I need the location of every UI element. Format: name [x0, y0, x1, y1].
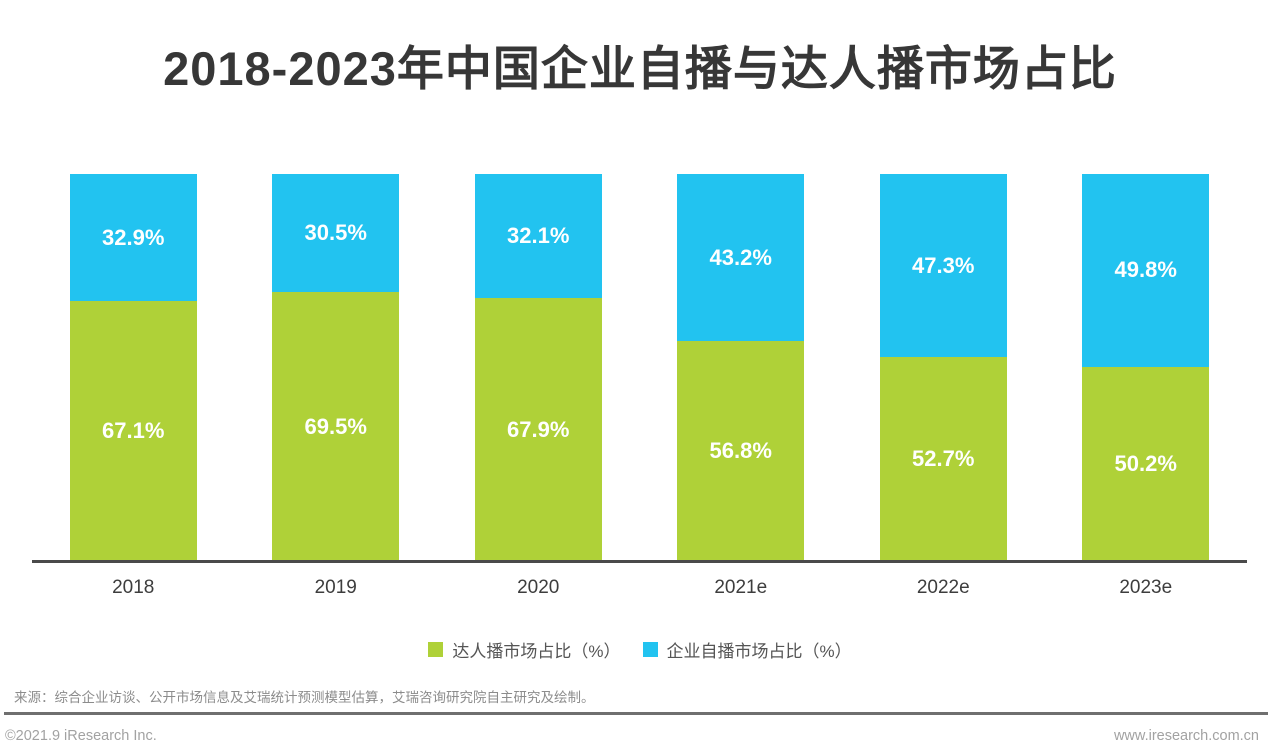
- chart-title: 2018-2023年中国企业自播与达人播市场占比: [163, 42, 1117, 95]
- x-axis-labels: 2018 2019 2020 2021e 2022e 2023e: [32, 577, 1247, 599]
- legend-swatch-icon: [642, 642, 658, 657]
- bar-group-2019: 30.5% 69.5%: [272, 174, 400, 561]
- bar-segment-top-2023e: 49.8%: [1082, 174, 1210, 367]
- bar-value-label: 32.1%: [507, 223, 570, 249]
- source-note: 来源：综合企业访谈、公开市场信息及艾瑞统计预测模型估算，艾瑞咨询研究院自主研究及…: [14, 690, 595, 705]
- bar-segment-top-2022e: 47.3%: [879, 174, 1007, 358]
- bar-value-label: 52.7%: [912, 446, 975, 472]
- bar-segment-bottom-2022e: 52.7%: [879, 357, 1007, 561]
- legend-item: 达人播市场占比（%）: [428, 637, 621, 662]
- bar-segment-bottom-2020: 67.9%: [474, 298, 602, 561]
- footer-divider: [4, 712, 1268, 715]
- bar-segment-top-2020: 32.1%: [474, 174, 602, 299]
- bar-group-2022e: 47.3% 52.7%: [879, 174, 1007, 561]
- bar-value-label: 67.1%: [102, 418, 165, 444]
- bar-value-label: 32.9%: [102, 224, 165, 250]
- bar-group-2020: 32.1% 67.9%: [474, 174, 602, 561]
- bar-value-label: 43.2%: [709, 244, 772, 270]
- bar-segment-bottom-2018: 67.1%: [69, 301, 197, 561]
- bar-group-2023e: 49.8% 50.2%: [1082, 174, 1210, 561]
- bar-value-label: 47.3%: [912, 252, 975, 278]
- bar-segment-top-2019: 30.5%: [272, 174, 400, 293]
- x-axis-label-2021e: 2021e: [714, 577, 768, 598]
- x-axis-line: [32, 560, 1247, 563]
- legend-swatch-icon: [428, 642, 444, 657]
- website-link[interactable]: www.iresearch.com.cn: [1113, 728, 1259, 744]
- legend-item: 企业自播市场占比（%）: [642, 637, 852, 662]
- footer: ©2021.9 iResearch Inc. www.iresearch.com…: [5, 728, 1259, 744]
- bar-value-label: 56.8%: [709, 438, 772, 464]
- chart-legend: 达人播市场占比（%） 企业自播市场占比（%）: [0, 637, 1280, 662]
- bar-value-label: 50.2%: [1114, 450, 1177, 476]
- bar-group-2018: 32.9% 67.1%: [69, 174, 197, 561]
- legend-label: 达人播市场占比（%）: [452, 642, 621, 661]
- x-axis-label-2019: 2019: [314, 577, 357, 598]
- bar-segment-top-2018: 32.9%: [69, 174, 197, 302]
- bar-segment-bottom-2019: 69.5%: [272, 292, 400, 561]
- copyright-text: ©2021.9 iResearch Inc.: [5, 728, 157, 744]
- x-axis-label-2018: 2018: [112, 577, 155, 598]
- bar-segment-top-2021e: 43.2%: [677, 174, 805, 342]
- bar-value-label: 30.5%: [304, 220, 367, 246]
- x-axis-label-2022e: 2022e: [916, 577, 970, 598]
- bar-value-label: 49.8%: [1114, 257, 1177, 283]
- bar-segment-bottom-2023e: 50.2%: [1082, 366, 1210, 561]
- bar-value-label: 69.5%: [304, 413, 367, 439]
- x-axis-label-2020: 2020: [517, 577, 560, 598]
- stacked-bar-chart: 32.9% 67.1% 30.5% 69.5% 32.1% 67.9% 43.2% 56.8%…: [32, 174, 1247, 561]
- bar-segment-bottom-2021e: 56.8%: [677, 341, 805, 561]
- x-axis-label-2023e: 2023e: [1119, 577, 1173, 598]
- bar-value-label: 67.9%: [507, 416, 570, 442]
- bar-group-2021e: 43.2% 56.8%: [677, 174, 805, 561]
- legend-label: 企业自播市场占比（%）: [666, 642, 852, 661]
